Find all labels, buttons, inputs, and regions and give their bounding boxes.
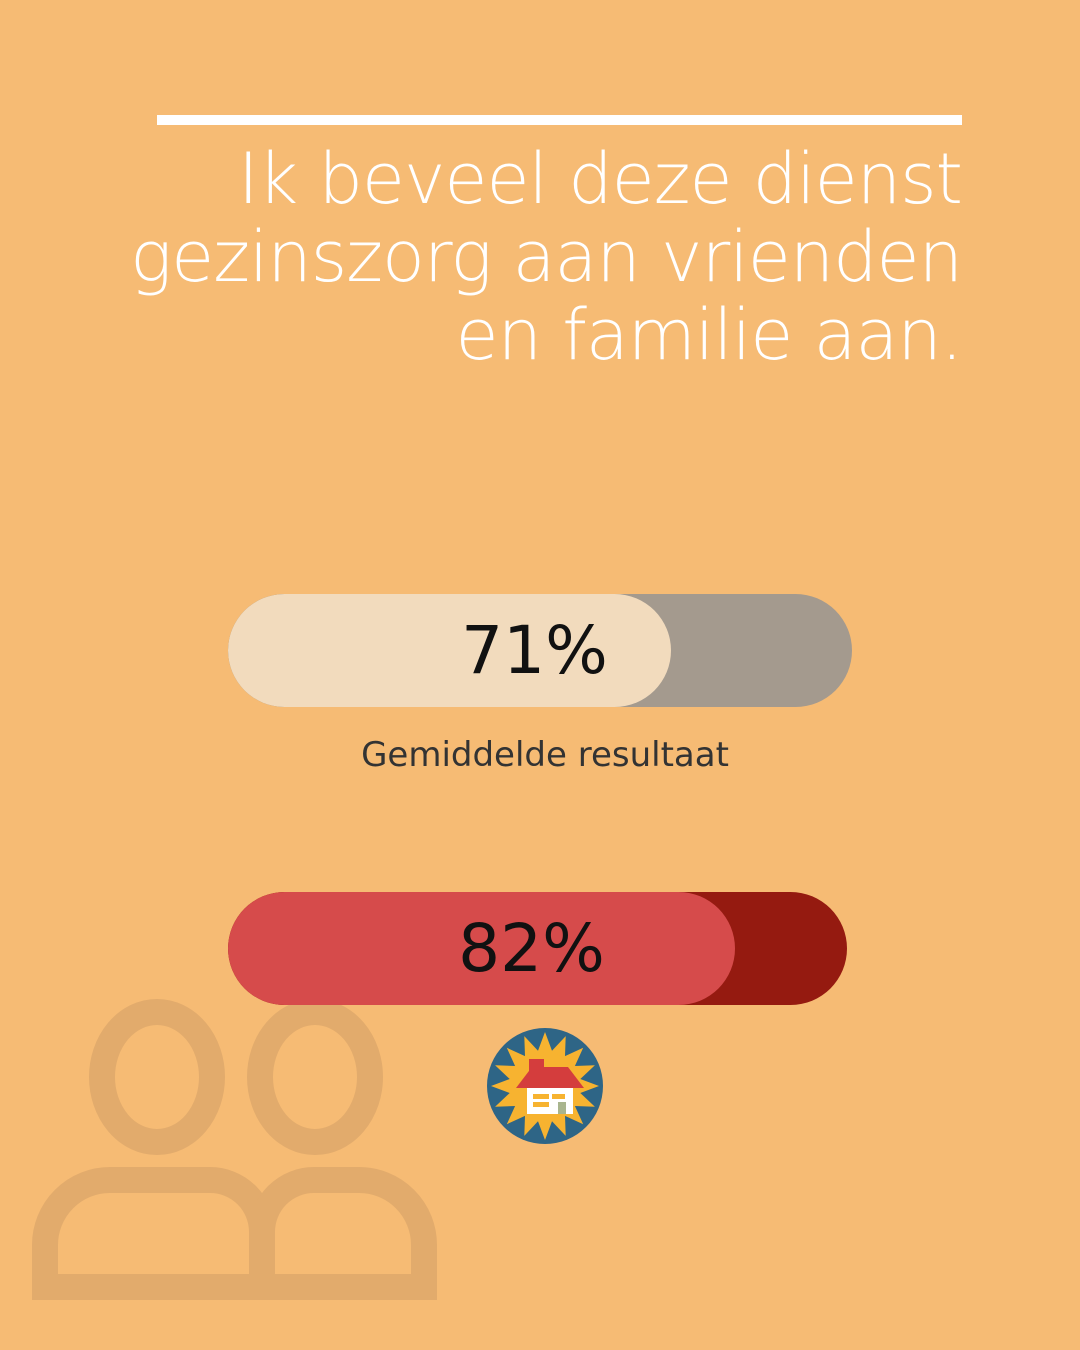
title-divider <box>157 115 962 125</box>
score-bar-average: 82% <box>228 892 847 1005</box>
score-value: 71% <box>461 612 608 689</box>
score-bar-fill: 82% <box>228 892 735 1005</box>
score-bar-fill: 71% <box>228 594 671 707</box>
average-label: Gemiddelde resultaat <box>361 735 729 775</box>
people-icon <box>32 999 437 1300</box>
page-title: Ik beveel deze dienst gezinszorg aan vri… <box>130 138 963 376</box>
score-bar-service: 71% <box>228 594 852 707</box>
score-value: 82% <box>458 910 605 987</box>
sun-house-logo <box>487 1028 603 1144</box>
